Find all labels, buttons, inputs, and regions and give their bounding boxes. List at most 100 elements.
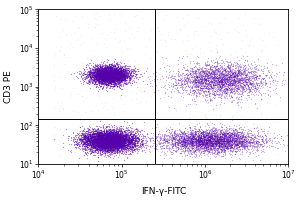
Point [107, 65, 112, 68]
Point [183, 109, 188, 112]
Point [110, 117, 115, 121]
Point [221, 138, 226, 141]
Point [103, 82, 108, 85]
Point [104, 142, 109, 145]
Point [101, 141, 106, 144]
Point [175, 135, 180, 138]
Point [102, 74, 106, 77]
Point [103, 72, 108, 76]
Point [184, 68, 189, 71]
Point [95, 138, 100, 141]
Point [106, 134, 111, 137]
Point [200, 141, 205, 144]
Point [119, 126, 124, 130]
Point [113, 142, 118, 145]
Point [204, 144, 209, 148]
Point [82, 132, 86, 135]
Point [116, 71, 121, 74]
Point [101, 76, 106, 79]
Point [211, 144, 216, 147]
Point [248, 70, 253, 73]
Point [98, 75, 103, 78]
Point [196, 75, 201, 78]
Point [213, 80, 218, 83]
Point [94, 68, 99, 71]
Point [111, 72, 116, 75]
Point [96, 73, 101, 77]
Point [94, 71, 99, 74]
Point [114, 76, 119, 79]
Point [122, 151, 127, 154]
Point [140, 141, 144, 144]
Point [105, 64, 110, 67]
Point [105, 144, 110, 147]
Point [105, 74, 110, 77]
Point [95, 134, 100, 137]
Point [122, 146, 127, 149]
Point [105, 76, 110, 79]
Point [112, 136, 117, 139]
Point [98, 125, 103, 129]
Point [241, 81, 245, 84]
Point [116, 139, 121, 143]
Point [132, 81, 137, 84]
Point [100, 135, 105, 138]
Point [107, 77, 112, 81]
Point [96, 132, 101, 135]
Point [243, 144, 248, 148]
Point [112, 71, 117, 74]
Point [208, 139, 213, 142]
Point [222, 141, 226, 144]
Point [175, 138, 179, 141]
Point [230, 132, 234, 135]
Point [105, 66, 110, 69]
Point [86, 129, 91, 132]
Point [101, 125, 106, 129]
Point [105, 124, 110, 128]
Point [129, 139, 134, 142]
Point [106, 76, 111, 79]
Point [231, 71, 236, 74]
Point [100, 138, 105, 141]
Point [98, 136, 103, 139]
Point [239, 91, 244, 94]
Point [105, 132, 110, 135]
Point [219, 82, 224, 85]
Point [195, 129, 200, 132]
Point [107, 137, 112, 140]
Point [182, 151, 187, 154]
Point [88, 68, 93, 71]
Point [119, 67, 124, 70]
Point [129, 142, 134, 145]
Point [179, 81, 184, 84]
Point [242, 148, 247, 151]
Point [212, 134, 217, 137]
Point [124, 130, 129, 134]
Point [268, 73, 273, 76]
Point [96, 70, 101, 73]
Point [239, 76, 244, 79]
Point [239, 72, 244, 75]
Point [82, 136, 87, 139]
Point [104, 133, 109, 136]
Point [194, 75, 199, 78]
Point [187, 138, 192, 142]
Point [204, 144, 208, 148]
Point [122, 77, 127, 81]
Point [98, 137, 102, 140]
Point [116, 76, 121, 79]
Point [94, 138, 99, 141]
Point [214, 137, 219, 140]
Point [110, 133, 115, 136]
Point [208, 140, 212, 143]
Point [99, 139, 103, 142]
Point [91, 137, 95, 140]
Point [122, 140, 127, 143]
Point [240, 144, 245, 147]
Point [241, 87, 246, 90]
Point [230, 91, 235, 94]
Point [221, 75, 226, 78]
Point [126, 68, 131, 72]
Point [122, 74, 127, 77]
Point [92, 135, 96, 139]
